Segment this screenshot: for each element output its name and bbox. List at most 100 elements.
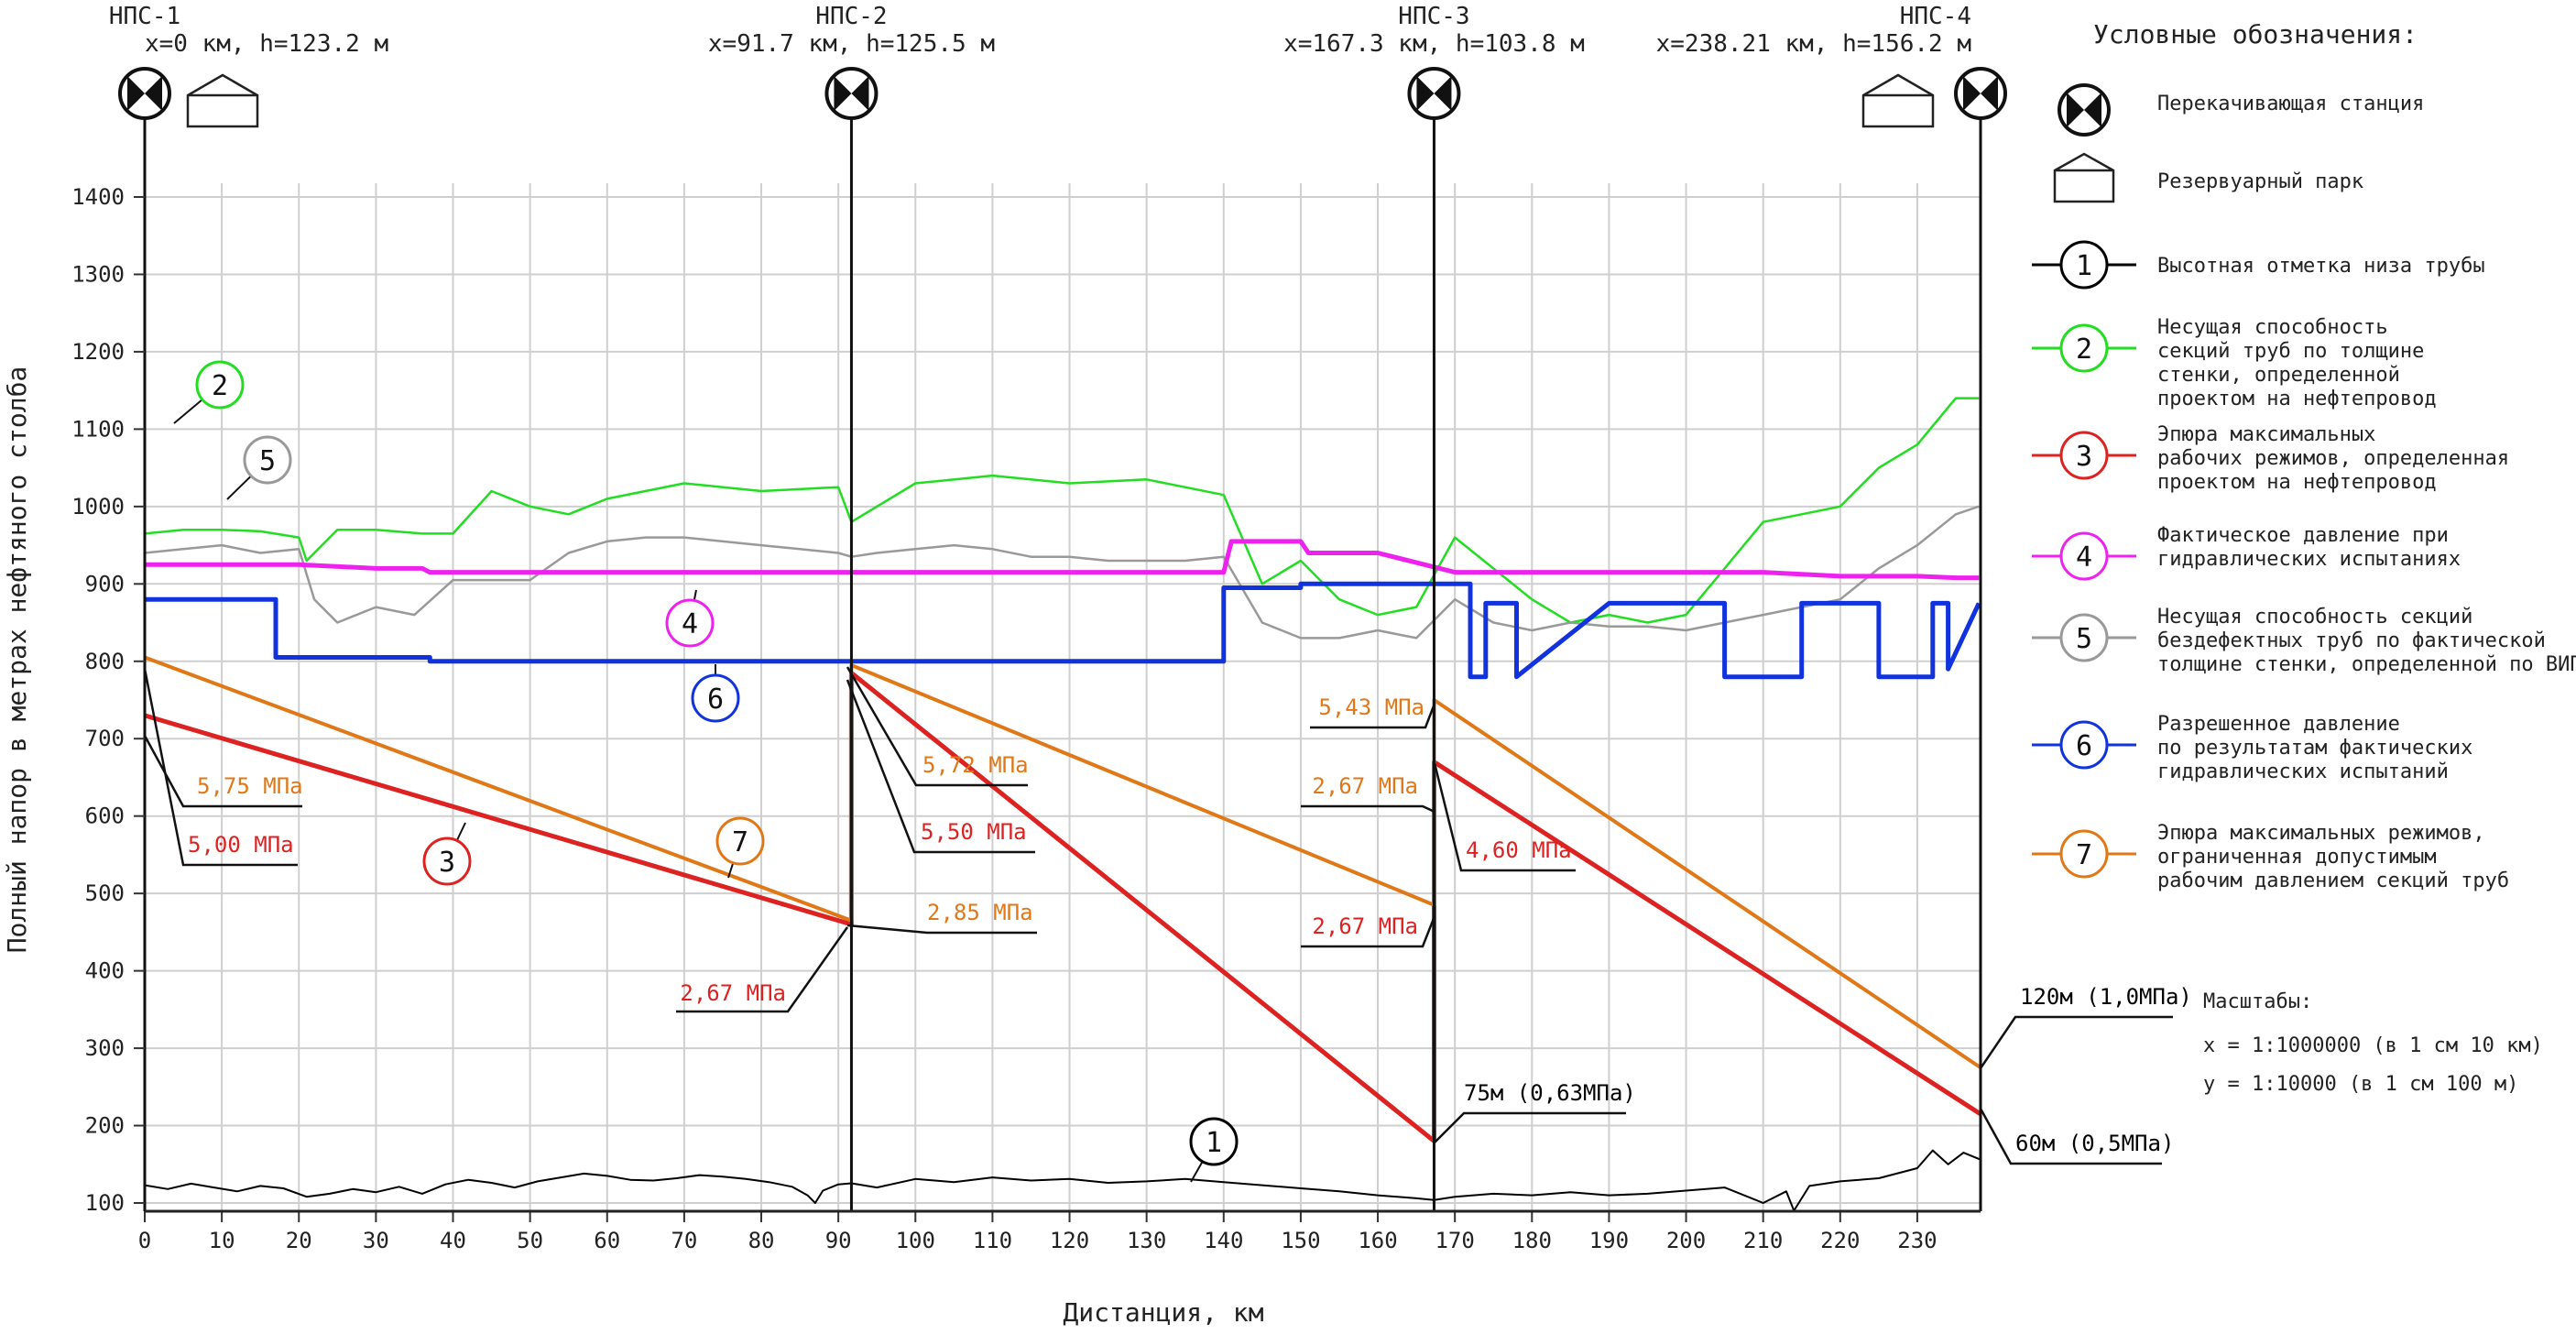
- legend-item-text: Несущая способность: [2157, 316, 2388, 339]
- y-tick-label: 1300: [71, 261, 125, 287]
- series-1-line: [144, 1149, 1981, 1212]
- pressure-annotation: 2,67 МПа: [676, 926, 849, 1013]
- svg-text:4,60 МПа: 4,60 МПа: [1466, 837, 1572, 863]
- svg-text:5: 5: [259, 445, 276, 477]
- pressure-annotation: 2,85 МПа: [846, 900, 1037, 935]
- pressure-annotation: 2,67 МПа: [1301, 773, 1435, 814]
- legend-item-text: толщине стенки, определенной по ВИП: [2157, 653, 2576, 676]
- legend-item-4: 4 Фактическое давление пригидравлических …: [2032, 524, 2461, 581]
- pressure-annotation: 2,67 МПа: [1301, 913, 1436, 948]
- svg-text:2,85 МПа: 2,85 МПа: [927, 900, 1033, 925]
- pump-station-icon: [1954, 67, 2007, 120]
- series-marker-7: 7: [715, 816, 765, 879]
- svg-text:5,00 МПа: 5,00 МПа: [188, 832, 294, 858]
- x-tick-label: 130: [1127, 1228, 1166, 1253]
- pressure-annotation: 5,00 МПа: [143, 668, 298, 867]
- legend-item-text: Разрешенное давление: [2157, 713, 2400, 736]
- station-name: НПС-3: [1398, 3, 1469, 30]
- series-2-line: [144, 397, 1980, 624]
- x-axis-label: Дистанция, км: [1063, 1297, 1263, 1328]
- tank-park-icon: [186, 73, 259, 128]
- x-tick-label: 170: [1435, 1228, 1474, 1253]
- grid: [144, 183, 1981, 1211]
- svg-text:75м (0,63МПа): 75м (0,63МПа): [1464, 1080, 1636, 1106]
- svg-text:5,43 МПа: 5,43 МПа: [1318, 694, 1424, 720]
- svg-text:3: 3: [2076, 441, 2092, 473]
- pressure-annotation: 60м (0,5МПа): [1979, 1108, 2174, 1165]
- y-axis-label: Полный напор в метрах нефтяного столба: [2, 366, 32, 954]
- x-tick-label: 60: [594, 1228, 620, 1253]
- y-tick-label: 900: [85, 571, 125, 596]
- y-tick-label: 1100: [71, 416, 125, 442]
- legend: 1 Высотная отметка низа трубы 2 Несущая спо…: [2032, 83, 2576, 892]
- x-tick-label: 70: [671, 1228, 697, 1253]
- x-tick-label: 150: [1281, 1228, 1320, 1253]
- callouts-layer: 2 5 4 6 3 7 1 5,75 МПа 5,00 МПа 2,67 МПа 2,85 МПа 5…: [143, 360, 2192, 1183]
- legend-tank-label: Резервуарный парк: [2157, 170, 2363, 193]
- stations-layer: НПС-1x=0 км, h=123.2 м НПС-2x=91.7 км, h=…: [109, 3, 2007, 1211]
- svg-text:5: 5: [2076, 623, 2092, 655]
- svg-text:2,67 МПа: 2,67 МПа: [680, 980, 786, 1006]
- series-marker-2: 2: [173, 360, 245, 424]
- series-3-line: [144, 670, 1982, 1143]
- scale-y: y = 1:10000 (в 1 см 100 м): [2203, 1073, 2518, 1096]
- y-tick-label: 1000: [71, 494, 125, 519]
- x-tick-label: 0: [138, 1228, 151, 1253]
- y-tick-label: 300: [85, 1035, 125, 1061]
- legend-item-1: 1 Высотная отметка низа трубы: [2032, 240, 2485, 290]
- legend-item-text: гидравлических испытаниях: [2157, 548, 2461, 571]
- x-tick-label: 80: [748, 1228, 775, 1253]
- legend-item-text: гидравлических испытаний: [2157, 760, 2449, 783]
- y-tick-label: 500: [85, 880, 125, 906]
- y-tick-label: 600: [85, 804, 125, 829]
- svg-text:2,67 МПа: 2,67 МПа: [1312, 913, 1418, 939]
- legend-item-text: секций труб по толщине: [2157, 340, 2424, 363]
- station-coords: x=91.7 км, h=125.5 м: [708, 30, 995, 58]
- legend-item-text: бездефектных труб по фактической: [2157, 629, 2546, 652]
- scales-title: Масштабы:: [2203, 990, 2312, 1013]
- x-tick-label: 140: [1204, 1228, 1243, 1253]
- x-tick-label: 50: [517, 1228, 543, 1253]
- pressure-annotation: 5,50 МПа: [846, 679, 1035, 854]
- x-tick-label: 20: [286, 1228, 312, 1253]
- svg-text:5,72 МПа: 5,72 МПа: [922, 752, 1029, 778]
- legend-station-label: Перекачивающая станция: [2157, 93, 2424, 115]
- x-tick-label: 30: [363, 1228, 389, 1253]
- pump-station-icon: [824, 67, 879, 120]
- series-4-line: [145, 539, 1980, 581]
- y-tick-label: 800: [85, 649, 125, 674]
- legend-item-text: рабочих режимов, определенная: [2157, 447, 2509, 470]
- x-tick-label: 200: [1666, 1228, 1706, 1253]
- svg-text:120м (1,0МПа): 120м (1,0МПа): [2020, 984, 2192, 1010]
- svg-text:5,75 МПа: 5,75 МПа: [197, 773, 303, 799]
- legend-item-text: Высотная отметка низа трубы: [2157, 255, 2485, 278]
- tank-park-icon: [1861, 73, 1935, 128]
- station-name: НПС-1: [109, 3, 180, 30]
- series-layer: [144, 397, 1982, 1212]
- series-marker-3: 3: [422, 822, 472, 886]
- legend-tank-icon: [2053, 152, 2115, 203]
- pressure-annotation: 120м (1,0МПа): [1979, 984, 2192, 1069]
- y-tick-label: 1200: [71, 339, 125, 365]
- scale-x: x = 1:1000000 (в 1 см 10 км): [2203, 1034, 2543, 1057]
- station-name: НПС-2: [815, 3, 887, 30]
- pressure-annotation: 5,75 МПа: [143, 735, 303, 808]
- svg-text:1: 1: [2076, 250, 2092, 282]
- legend-item-text: Эпюра максимальных: [2157, 423, 2375, 446]
- svg-text:60м (0,5МПа): 60м (0,5МПа): [2015, 1131, 2174, 1156]
- x-tick-label: 40: [440, 1228, 466, 1253]
- series-marker-4: 4: [665, 589, 715, 648]
- svg-text:2: 2: [2076, 334, 2092, 366]
- x-tick-label: 230: [1897, 1228, 1937, 1253]
- x-tick-label: 210: [1743, 1228, 1783, 1253]
- legend-item-text: проектом на нефтепровод: [2157, 471, 2437, 494]
- x-tick-label: 180: [1512, 1228, 1552, 1253]
- y-tick-label: 200: [85, 1113, 125, 1139]
- pump-station-icon: [1407, 67, 1461, 120]
- station-coords: x=0 км, h=123.2 м: [145, 30, 388, 58]
- x-tick-label: 160: [1358, 1228, 1397, 1253]
- svg-text:5,50 МПа: 5,50 МПа: [921, 819, 1027, 845]
